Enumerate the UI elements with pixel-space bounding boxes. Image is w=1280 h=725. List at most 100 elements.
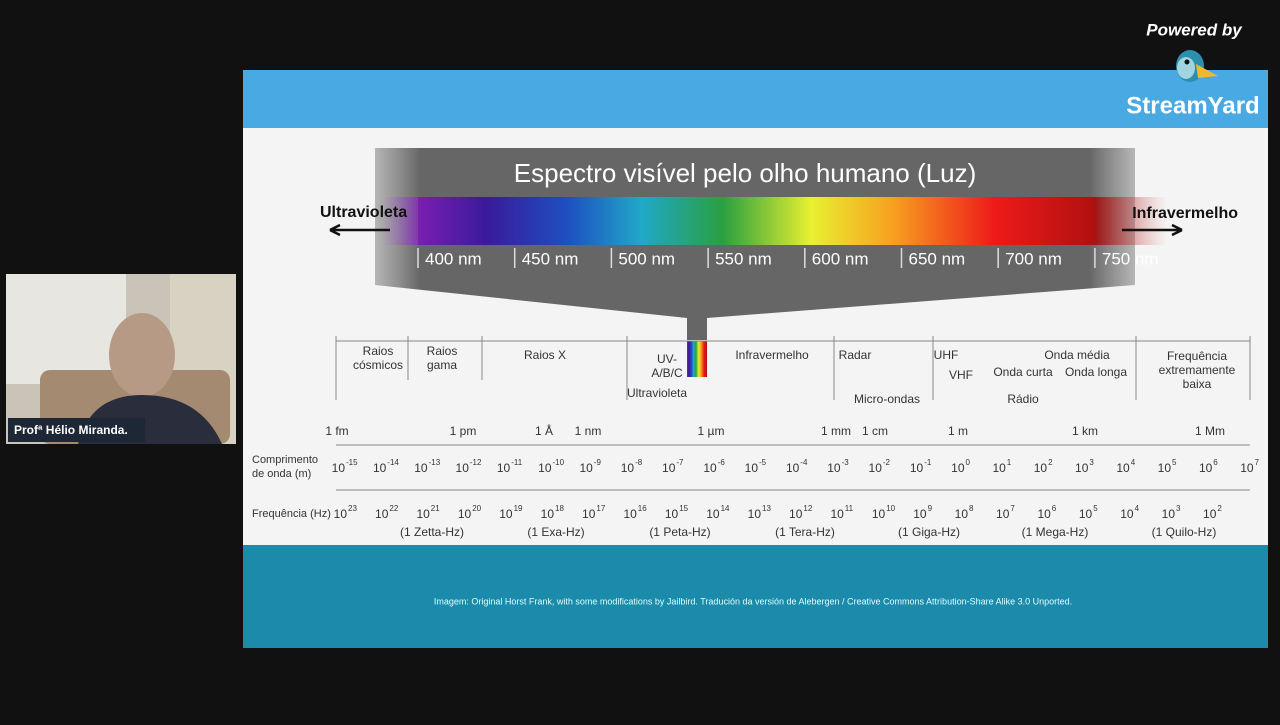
- power-exponent: 2: [1217, 504, 1222, 513]
- name-label: Profª Hélio Miranda.: [14, 423, 128, 437]
- power-exponent: -4: [800, 458, 808, 467]
- brand: StreamYard: [1126, 92, 1259, 119]
- uv-fade: [380, 197, 420, 245]
- power-base: 10: [745, 461, 759, 475]
- frequency-axis-label: Frequência (Hz): [252, 508, 331, 520]
- frequency-prefix: (1 Zetta-Hz): [400, 525, 464, 539]
- power-exponent: -5: [759, 458, 767, 467]
- band-label: Onda média: [1044, 348, 1110, 362]
- power-exponent: 22: [389, 504, 398, 513]
- power-base: 10: [579, 461, 593, 475]
- length-unit: 1 pm: [450, 424, 477, 438]
- band-label: UHF: [934, 348, 959, 362]
- power-exponent: 1: [1007, 458, 1012, 467]
- band-ruler: [335, 336, 1251, 491]
- band-label: Rádio: [1007, 392, 1039, 406]
- length-unit: 1 Mm: [1195, 424, 1225, 438]
- power-exponent: 14: [721, 504, 730, 513]
- power-base: 10: [538, 461, 552, 475]
- frequency-prefix: (1 Quilo-Hz): [1152, 525, 1217, 539]
- nm-label: 400 nm: [425, 249, 482, 268]
- power-base: 10: [1116, 461, 1130, 475]
- power-base: 10: [992, 461, 1006, 475]
- power-exponent: -1: [924, 458, 932, 467]
- band-label: VHF: [949, 368, 973, 382]
- power-base: 10: [827, 461, 841, 475]
- band-label: A/B/C: [651, 366, 683, 380]
- power-base: 10: [748, 507, 762, 521]
- band-label: Frequência: [1167, 349, 1227, 363]
- power-exponent: 23: [348, 504, 357, 513]
- power-exponent: 4: [1135, 504, 1140, 513]
- power-exponent: 8: [969, 504, 974, 513]
- wavelength-axis-label: Comprimento: [252, 454, 318, 466]
- slide-title: Espectro visível pelo olho humano (Luz): [514, 158, 976, 188]
- band-label: Onda longa: [1065, 365, 1127, 379]
- power-exponent: -14: [387, 458, 399, 467]
- power-exponent: 7: [1010, 504, 1015, 513]
- power-base: 10: [497, 461, 511, 475]
- power-exponent: 5: [1172, 458, 1177, 467]
- power-base: 10: [955, 507, 969, 521]
- length-unit: 1 cm: [862, 424, 888, 438]
- power-exponent: 7: [1255, 458, 1260, 467]
- ir-fade: [1095, 197, 1167, 245]
- left-label: Ultravioleta: [320, 204, 407, 221]
- power-base: 10: [951, 461, 965, 475]
- power-base: 10: [373, 461, 387, 475]
- power-base: 10: [830, 507, 844, 521]
- power-exponent: -15: [346, 458, 358, 467]
- length-unit: 1 µm: [698, 424, 725, 438]
- power-base: 10: [913, 507, 927, 521]
- wavelength-axis-label: de onda (m): [252, 468, 311, 480]
- nm-label: 500 nm: [618, 249, 675, 268]
- band-label: Onda curta: [993, 365, 1053, 379]
- band-label: cósmicos: [353, 358, 403, 372]
- power-base: 10: [621, 461, 635, 475]
- power-base: 10: [1240, 461, 1254, 475]
- power-exponent: -7: [676, 458, 684, 467]
- power-base: 10: [414, 461, 428, 475]
- band-label: Raios X: [524, 348, 566, 362]
- power-base: 10: [334, 507, 348, 521]
- nm-label: 650 nm: [909, 249, 966, 268]
- power-base: 10: [665, 507, 679, 521]
- power-exponent: 10: [886, 504, 895, 513]
- power-base: 10: [1203, 507, 1217, 521]
- nm-label: 750 nm: [1102, 249, 1159, 268]
- band-label: Micro-ondas: [854, 392, 920, 406]
- power-exponent: -11: [511, 458, 523, 467]
- slide-footer: [243, 545, 1268, 648]
- name-tag: [8, 418, 145, 442]
- power-exponent: -6: [718, 458, 726, 467]
- visible-spectrum: [418, 197, 1096, 245]
- power-exponent: 20: [472, 504, 481, 513]
- webcam-wall: [6, 274, 126, 384]
- webcam-person-head: [109, 313, 175, 397]
- right-arrow: [1122, 223, 1183, 237]
- power-base: 10: [996, 507, 1010, 521]
- power-base: 10: [416, 507, 430, 521]
- band-label: baixa: [1183, 377, 1212, 391]
- band-label: Ultravioleta: [627, 386, 687, 400]
- power-exponent: 6: [1213, 458, 1218, 467]
- powered-by: Powered by: [1146, 20, 1243, 39]
- power-base: 10: [1158, 461, 1172, 475]
- power-exponent: 6: [1052, 504, 1057, 513]
- power-exponent: -13: [429, 458, 441, 467]
- power-exponent: 15: [679, 504, 688, 513]
- power-base: 10: [869, 461, 883, 475]
- power-exponent: -9: [594, 458, 602, 467]
- power-exponent: 3: [1089, 458, 1094, 467]
- length-unit: 1 mm: [821, 424, 851, 438]
- power-base: 10: [623, 507, 637, 521]
- power-exponent: 19: [514, 504, 523, 513]
- band-label: extremamente: [1159, 363, 1236, 377]
- power-exponent: 17: [596, 504, 605, 513]
- slide-header: [243, 70, 1268, 128]
- frequency-prefix: (1 Exa-Hz): [527, 525, 584, 539]
- power-base: 10: [458, 507, 472, 521]
- power-exponent: 5: [1093, 504, 1098, 513]
